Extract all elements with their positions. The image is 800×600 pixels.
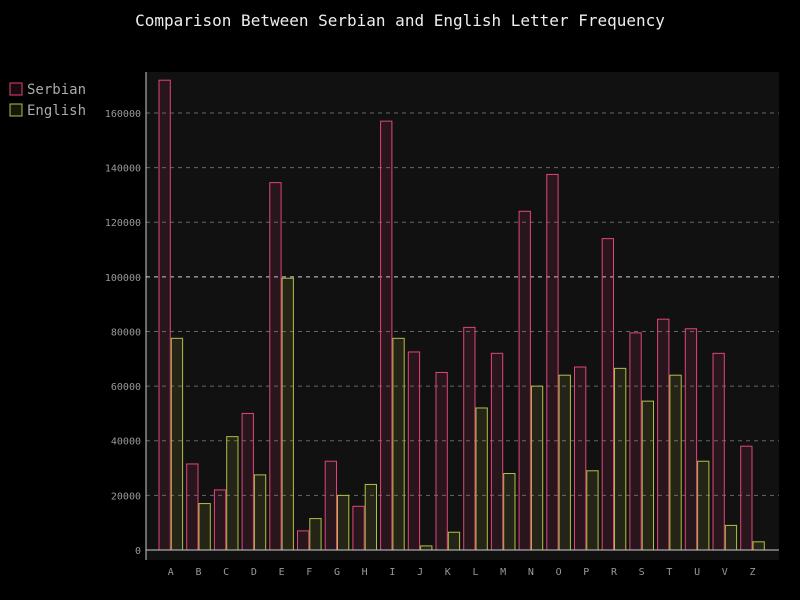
- y-tick-label: 20000: [111, 491, 141, 502]
- y-tick-label: 140000: [105, 164, 141, 175]
- bar-english-r[interactable]: [614, 367, 627, 551]
- x-tick-label: G: [334, 567, 340, 578]
- bar-english-h[interactable]: [364, 483, 378, 551]
- x-tick-label: R: [611, 567, 618, 578]
- x-tick-label: U: [694, 567, 700, 578]
- bar-serbian-l[interactable]: [463, 326, 476, 551]
- bars: [158, 79, 765, 551]
- bar-serbian-r[interactable]: [601, 238, 615, 551]
- tick-labels: 0 20000 40000 60000 80000 100000 120000 140000 1…: [105, 109, 756, 578]
- bar-english-v[interactable]: [724, 524, 738, 551]
- x-tick-label: T: [666, 567, 672, 578]
- bar-english-j[interactable]: [420, 545, 433, 551]
- bar-english-b[interactable]: [198, 503, 211, 551]
- bar-serbian-v[interactable]: [712, 352, 725, 551]
- bar-english-k[interactable]: [447, 531, 461, 551]
- y-tick-label: 0: [135, 546, 141, 557]
- x-tick-label: J: [417, 567, 423, 578]
- y-tick-label: 80000: [111, 327, 141, 338]
- bar-serbian-h[interactable]: [352, 505, 365, 551]
- bar-english-a[interactable]: [170, 337, 184, 551]
- bar-english-l[interactable]: [475, 407, 488, 551]
- bar-serbian-a[interactable]: [158, 79, 171, 551]
- bar-english-t[interactable]: [669, 374, 682, 551]
- bar-serbian-p[interactable]: [574, 366, 587, 551]
- bar-serbian-z[interactable]: [740, 445, 753, 551]
- x-tick-label: Z: [749, 567, 755, 578]
- plot-area: [146, 72, 779, 560]
- legend[interactable]: Serbian English: [9, 82, 86, 119]
- bar-serbian-m[interactable]: [490, 352, 504, 551]
- y-tick-label: 100000: [105, 273, 141, 284]
- bar-english-z[interactable]: [752, 541, 765, 551]
- bar-english-m[interactable]: [503, 473, 516, 551]
- legend-label-serbian[interactable]: Serbian: [27, 82, 86, 98]
- x-tick-label: F: [306, 567, 312, 578]
- bar-english-f[interactable]: [309, 518, 322, 551]
- bar-serbian-t[interactable]: [657, 318, 670, 551]
- x-tick-label: V: [722, 567, 728, 578]
- bar-serbian-j[interactable]: [407, 351, 421, 551]
- x-tick-label: S: [639, 567, 645, 578]
- bar-serbian-b[interactable]: [186, 463, 199, 551]
- bar-english-s[interactable]: [641, 400, 655, 551]
- x-tick-label: H: [362, 567, 368, 578]
- bar-serbian-n[interactable]: [518, 210, 531, 551]
- bar-serbian-g[interactable]: [324, 460, 338, 551]
- bar-serbian-i[interactable]: [380, 120, 393, 551]
- bar-english-i[interactable]: [392, 337, 405, 551]
- bar-serbian-d[interactable]: [241, 412, 254, 551]
- legend-swatch-english[interactable]: [9, 103, 23, 117]
- bar-serbian-s[interactable]: [629, 332, 642, 551]
- x-tick-label: O: [556, 567, 562, 578]
- y-tick-label: 160000: [105, 109, 141, 120]
- bar-english-c[interactable]: [226, 436, 239, 551]
- x-tick-label: D: [251, 567, 257, 578]
- y-tick-label: 60000: [111, 382, 141, 393]
- bar-serbian-f[interactable]: [297, 530, 310, 551]
- bar-english-u[interactable]: [697, 460, 710, 551]
- bar-english-d[interactable]: [253, 474, 267, 551]
- bar-serbian-c[interactable]: [213, 489, 227, 551]
- x-tick-label: E: [279, 567, 285, 578]
- y-tick-label: 40000: [111, 437, 141, 448]
- bar-serbian-o[interactable]: [546, 173, 559, 551]
- x-tick-label: B: [195, 567, 201, 578]
- bar-serbian-e[interactable]: [269, 182, 282, 551]
- bar-english-o[interactable]: [558, 374, 571, 551]
- x-tick-label: L: [472, 567, 478, 578]
- x-tick-label: I: [389, 567, 395, 578]
- x-tick-label: A: [168, 567, 174, 578]
- legend-label-english[interactable]: English: [27, 103, 86, 119]
- axes: [145, 72, 779, 560]
- x-tick-label: P: [583, 567, 589, 578]
- bar-english-p[interactable]: [586, 470, 599, 551]
- x-tick-label: K: [445, 567, 451, 578]
- grid-lines: [146, 112, 779, 496]
- bar-english-n[interactable]: [530, 385, 544, 551]
- x-tick-label: M: [500, 567, 506, 578]
- bar-english-g[interactable]: [337, 494, 350, 551]
- legend-swatch-serbian[interactable]: [9, 82, 23, 96]
- chart-title: Comparison Between Serbian and English L…: [135, 11, 665, 30]
- bar-serbian-k[interactable]: [435, 371, 448, 551]
- y-tick-label: 120000: [105, 218, 141, 229]
- bar-serbian-u[interactable]: [684, 328, 698, 551]
- x-tick-label: N: [528, 567, 534, 578]
- x-tick-label: C: [223, 567, 229, 578]
- bar-english-e[interactable]: [281, 277, 294, 551]
